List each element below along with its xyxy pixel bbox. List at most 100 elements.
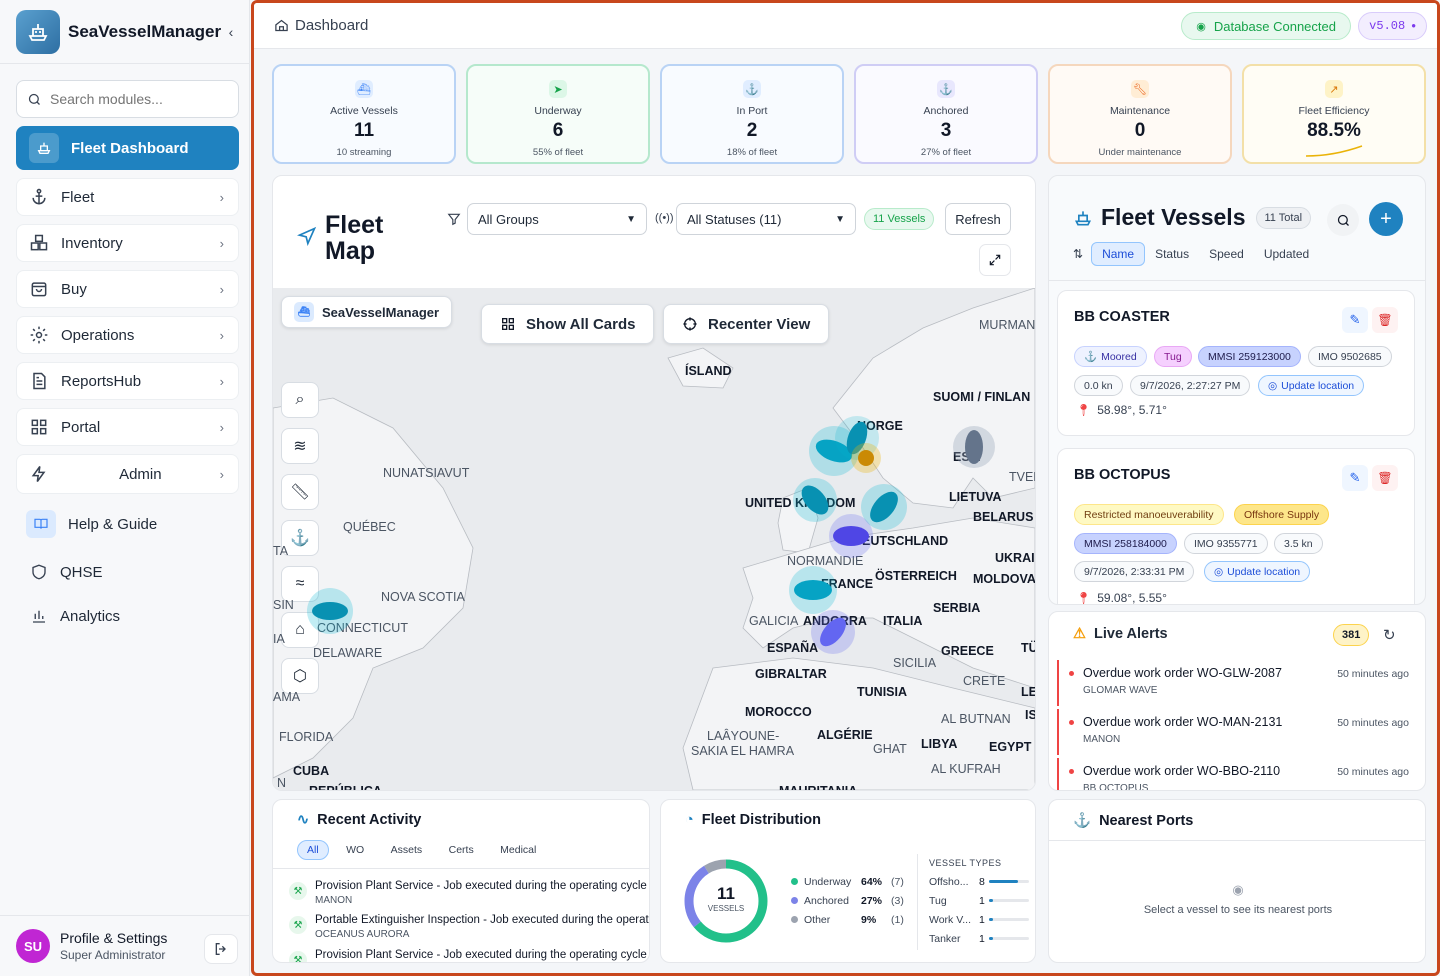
vessel-marker[interactable] bbox=[793, 478, 837, 522]
map-place-label: GIBRALTAR bbox=[755, 667, 827, 681]
profile-text[interactable]: Profile & Settings Super Administrator bbox=[60, 930, 167, 962]
nav-analytics[interactable]: Analytics bbox=[30, 606, 120, 626]
activity-item[interactable]: ⚒ Portable Extinguisher Inspection - Job… bbox=[289, 914, 649, 948]
add-vessel-button[interactable]: + bbox=[1369, 202, 1403, 236]
breadcrumb[interactable]: Dashboard bbox=[295, 17, 369, 34]
refresh-alerts-button[interactable]: ↻ bbox=[1383, 627, 1396, 644]
sort-name-button[interactable]: Name bbox=[1091, 242, 1146, 266]
tab-assets[interactable]: Assets bbox=[390, 844, 423, 856]
nav-label: Help & Guide bbox=[68, 515, 158, 533]
nav-buy[interactable]: Buy › bbox=[16, 270, 239, 308]
search-input[interactable] bbox=[50, 91, 220, 107]
avatar[interactable]: SU bbox=[16, 929, 50, 963]
update-location-button[interactable]: ◎ Update location bbox=[1258, 375, 1365, 396]
tab-medical[interactable]: Medical bbox=[500, 844, 537, 856]
sort-status-button[interactable]: Status bbox=[1155, 247, 1190, 261]
status-select[interactable]: All Statuses (11) ▼ bbox=[676, 203, 856, 235]
legend-name: Anchored bbox=[804, 895, 849, 907]
activity-item[interactable]: ⚒ Provision Plant Service - Job executed… bbox=[289, 880, 649, 914]
stat-maintenance[interactable]: 🔧︎ Maintenance 0 Under maintenance bbox=[1048, 64, 1232, 164]
nav-portal[interactable]: Portal › bbox=[16, 408, 239, 446]
wrench-icon: 🔧︎ bbox=[1131, 80, 1149, 98]
map-search-button[interactable]: ⌕ bbox=[281, 382, 319, 418]
pin-icon: ◎ bbox=[1268, 379, 1278, 392]
stat-underway[interactable]: ➤ Underway 6 55% of fleet bbox=[466, 64, 650, 164]
nav-operations[interactable]: Operations › bbox=[16, 316, 239, 354]
vessel-card[interactable]: BB OCTOPUS ✎ 🗑︎ Restricted manoeuverabil… bbox=[1057, 448, 1415, 604]
vessel-marker[interactable] bbox=[307, 588, 353, 634]
map-canvas[interactable]: ⛴ SeaVesselManager Show All Cards Recent… bbox=[273, 288, 1035, 790]
sort-updated-button[interactable]: Updated bbox=[1263, 247, 1310, 261]
map-place-label: DEUTSCHLAND bbox=[853, 534, 949, 548]
vessel-marker[interactable] bbox=[953, 426, 995, 468]
logout-button[interactable] bbox=[204, 934, 238, 964]
legend-pct: 27% bbox=[861, 895, 883, 907]
alert-item[interactable]: Overdue work order WO-MAN-2131 MANON 50 … bbox=[1057, 709, 1417, 755]
vessel-marker[interactable] bbox=[789, 566, 837, 614]
topbar: Dashboard ◉ Database Connected v5.08 ● bbox=[254, 3, 1437, 49]
edit-vessel-button[interactable]: ✎ bbox=[1342, 307, 1368, 333]
alert-item[interactable]: Overdue work order WO-GLW-2087 GLOMAR WA… bbox=[1057, 660, 1417, 706]
map-place-label: FLORIDA bbox=[279, 730, 334, 744]
fullscreen-button[interactable] bbox=[979, 244, 1011, 276]
alert-item[interactable]: Overdue work order WO-BBO-2110 BB OCTOPU… bbox=[1057, 758, 1417, 790]
refresh-button[interactable]: Refresh bbox=[945, 203, 1011, 235]
show-all-cards-button[interactable]: Show All Cards bbox=[481, 304, 655, 344]
map-place-label: TUNISIA bbox=[857, 685, 907, 699]
map-measure-button[interactable]: 📏︎ bbox=[281, 474, 319, 510]
fleet-distribution-panel: ◔ Fleet Distribution 11 VESSELS Underway… bbox=[660, 799, 1036, 963]
nav-inventory[interactable]: Inventory › bbox=[16, 224, 239, 262]
legend-name: Other bbox=[804, 914, 831, 926]
search-box[interactable] bbox=[16, 80, 239, 118]
vessel-marker[interactable] bbox=[861, 484, 907, 530]
edit-vessel-button[interactable]: ✎ bbox=[1342, 465, 1368, 491]
delete-vessel-button[interactable]: 🗑︎ bbox=[1372, 307, 1398, 333]
map-place-label: ÖSTERREICH bbox=[875, 569, 957, 583]
stat-anchored[interactable]: ⚓ Anchored 3 27% of fleet bbox=[854, 64, 1038, 164]
vessel-card[interactable]: BB COASTER ✎ 🗑︎ ⚓ Moored Tug MMSI 2591230… bbox=[1057, 290, 1415, 436]
stat-active-vessels[interactable]: ⛴ Active Vessels 11 10 streaming bbox=[272, 64, 456, 164]
nav-admin[interactable]: Admin › bbox=[16, 454, 239, 494]
nearest-ports-title: Nearest Ports bbox=[1099, 812, 1194, 829]
stat-fleet-efficiency[interactable]: ↗ Fleet Efficiency 88.5% bbox=[1242, 64, 1426, 164]
chevron-right-icon: › bbox=[219, 235, 224, 251]
tab-all[interactable]: All bbox=[297, 840, 329, 860]
vessels-count-badge: 11 Vessels bbox=[864, 208, 935, 230]
nav-help-guide[interactable]: Help & Guide bbox=[26, 510, 157, 538]
map-place-label: CONNECTICUT bbox=[317, 621, 408, 635]
map-port-button[interactable]: ⌂ bbox=[281, 612, 319, 648]
stat-sub: Under maintenance bbox=[1098, 147, 1182, 158]
ship-icon bbox=[1074, 210, 1092, 225]
recenter-view-button[interactable]: Recenter View bbox=[663, 304, 830, 344]
nav-reportshub[interactable]: ReportsHub › bbox=[16, 362, 239, 400]
map-cargo-button[interactable]: ⬡ bbox=[281, 658, 319, 694]
vessel-type-count: 1 bbox=[979, 933, 985, 945]
vessel-search-button[interactable] bbox=[1327, 204, 1359, 236]
tab-wo[interactable]: WO bbox=[346, 844, 365, 856]
update-location-button[interactable]: ◎ Update location bbox=[1204, 561, 1311, 582]
nav-qhse[interactable]: QHSE bbox=[30, 562, 103, 582]
nav-fleet[interactable]: Fleet › bbox=[16, 178, 239, 216]
sort-speed-button[interactable]: Speed bbox=[1209, 247, 1244, 261]
recent-activity-title: Recent Activity bbox=[317, 812, 422, 828]
donut-value: 11 bbox=[717, 884, 735, 903]
vessel-marker[interactable] bbox=[811, 610, 855, 654]
map-layers-button[interactable]: ≋ bbox=[281, 428, 319, 464]
collapse-sidebar-button[interactable]: ‹ bbox=[217, 18, 245, 46]
vessel-marker[interactable] bbox=[851, 443, 881, 473]
delete-vessel-button[interactable]: 🗑︎ bbox=[1372, 465, 1398, 491]
stat-value: 3 bbox=[940, 120, 952, 141]
tab-certs[interactable]: Certs bbox=[448, 844, 474, 856]
ruler-icon: 📏︎ bbox=[289, 484, 311, 501]
vessel-name: BB COASTER bbox=[1074, 309, 1170, 325]
group-select[interactable]: All Groups ▼ bbox=[467, 203, 647, 235]
activity-item[interactable]: ⚒ Provision Plant Service - Job executed… bbox=[289, 949, 649, 962]
map-anchor-button[interactable]: ⚓ bbox=[281, 520, 319, 556]
map-wind-button[interactable]: ≈ bbox=[281, 566, 319, 602]
legend-count: (7) bbox=[891, 876, 904, 888]
chip-text: Update location bbox=[1281, 379, 1355, 392]
nav-fleet-dashboard[interactable]: Fleet Dashboard bbox=[16, 126, 239, 170]
vessel-marker[interactable] bbox=[829, 514, 873, 558]
stat-in-port[interactable]: ⚓ In Port 2 18% of fleet bbox=[660, 64, 844, 164]
map-place-label: AMA bbox=[273, 690, 301, 704]
